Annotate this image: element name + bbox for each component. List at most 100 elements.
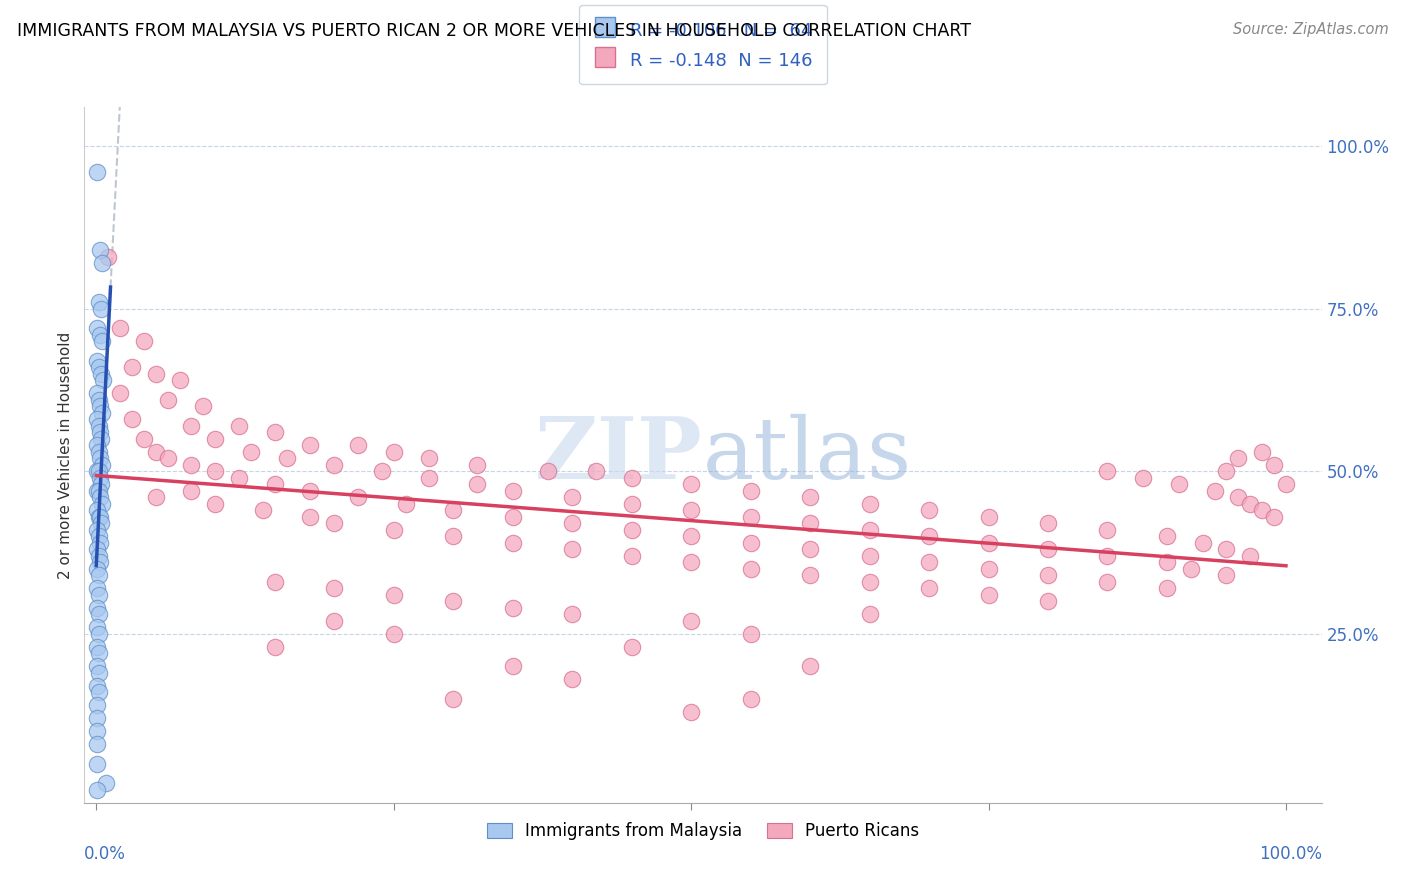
Point <box>740 483 762 498</box>
Point <box>1180 562 1202 576</box>
Point <box>89 399 111 413</box>
Point <box>1167 477 1189 491</box>
Point <box>1239 497 1261 511</box>
Point <box>87 568 110 582</box>
Point <box>1215 542 1237 557</box>
Point <box>858 607 880 622</box>
Point <box>156 451 179 466</box>
Point <box>1156 581 1178 595</box>
Point <box>681 555 703 569</box>
Point <box>1097 464 1119 478</box>
Point <box>89 490 111 504</box>
Text: Source: ZipAtlas.com: Source: ZipAtlas.com <box>1233 22 1389 37</box>
Point <box>145 367 167 381</box>
Point <box>382 626 405 640</box>
Point <box>89 451 111 466</box>
Point <box>108 321 131 335</box>
Point <box>90 432 112 446</box>
Point <box>382 588 405 602</box>
Point <box>740 691 762 706</box>
Point <box>91 334 114 348</box>
Text: 0.0%: 0.0% <box>84 845 127 863</box>
Point <box>87 646 110 660</box>
Point <box>394 497 416 511</box>
Point <box>1097 549 1119 563</box>
Point <box>276 451 298 466</box>
Point <box>1263 509 1285 524</box>
Point <box>180 483 202 498</box>
Point <box>252 503 274 517</box>
Point <box>371 464 394 478</box>
Point <box>86 523 108 537</box>
Point <box>323 614 346 628</box>
Point <box>86 581 108 595</box>
Point <box>441 594 464 608</box>
Point <box>299 483 322 498</box>
Point <box>87 665 110 680</box>
Point <box>169 373 191 387</box>
Point <box>681 614 703 628</box>
Point <box>87 588 110 602</box>
Point <box>382 444 405 458</box>
Point <box>86 542 108 557</box>
Point <box>918 581 941 595</box>
Point <box>1251 503 1274 517</box>
Point <box>620 523 643 537</box>
Point <box>323 458 346 472</box>
Point <box>1036 542 1059 557</box>
Point <box>561 516 583 531</box>
Point <box>323 516 346 531</box>
Point <box>108 386 131 401</box>
Point <box>89 555 111 569</box>
Point <box>740 562 762 576</box>
Point <box>1191 535 1213 549</box>
Point <box>1251 444 1274 458</box>
Point <box>299 509 322 524</box>
Point <box>93 373 115 387</box>
Point <box>418 471 440 485</box>
Text: atlas: atlas <box>703 413 912 497</box>
Point <box>91 497 114 511</box>
Point <box>87 509 110 524</box>
Point <box>193 399 215 413</box>
Point <box>90 477 112 491</box>
Point <box>799 542 821 557</box>
Point <box>858 574 880 589</box>
Point <box>180 458 202 472</box>
Point <box>90 367 112 381</box>
Point <box>87 464 110 478</box>
Point <box>86 698 108 713</box>
Point <box>121 412 143 426</box>
Point <box>86 724 108 739</box>
Point <box>87 483 110 498</box>
Point <box>502 535 524 549</box>
Point <box>239 444 262 458</box>
Point <box>918 503 941 517</box>
Point <box>204 432 226 446</box>
Point <box>204 497 226 511</box>
Point <box>799 659 821 673</box>
Point <box>89 243 111 257</box>
Point <box>145 444 167 458</box>
Point <box>858 549 880 563</box>
Point <box>86 737 108 751</box>
Point <box>86 483 108 498</box>
Point <box>1036 516 1059 531</box>
Point <box>180 418 202 433</box>
Point <box>97 250 120 264</box>
Point <box>382 523 405 537</box>
Point <box>620 640 643 654</box>
Point <box>681 705 703 719</box>
Point <box>87 444 110 458</box>
Point <box>1215 568 1237 582</box>
Point <box>86 165 108 179</box>
Point <box>441 691 464 706</box>
Point <box>121 360 143 375</box>
Point <box>91 406 114 420</box>
Point <box>740 535 762 549</box>
Point <box>620 497 643 511</box>
Point <box>1156 555 1178 569</box>
Point <box>1097 523 1119 537</box>
Point <box>89 509 111 524</box>
Point <box>1227 490 1250 504</box>
